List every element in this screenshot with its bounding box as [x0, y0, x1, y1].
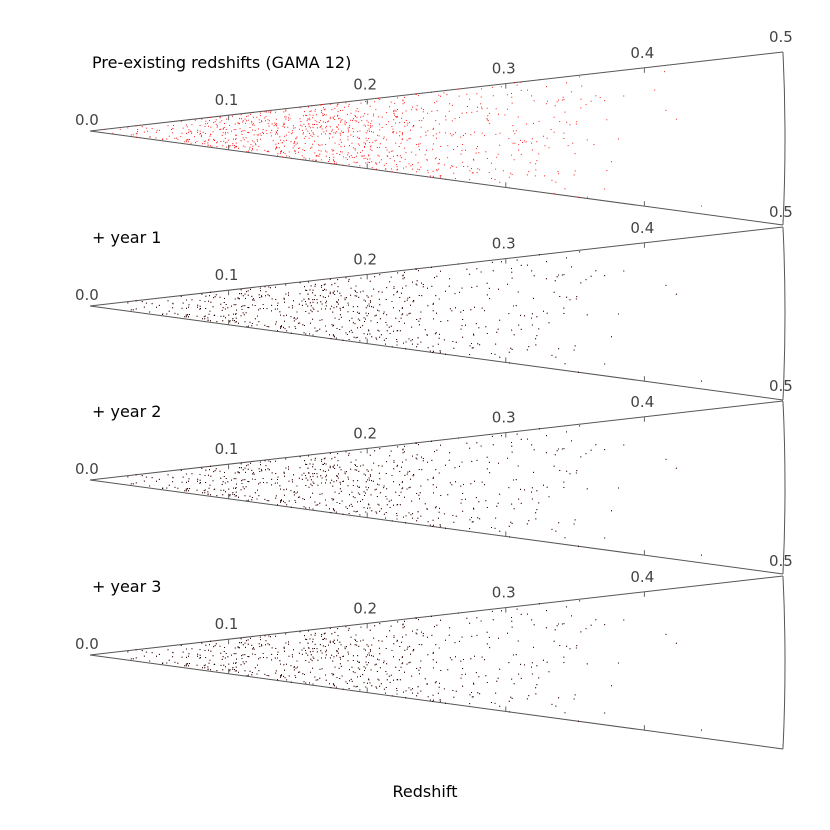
tick-label: 0.3: [492, 409, 516, 427]
tick-label: 0.2: [353, 250, 377, 268]
tick-label: 0.3: [492, 235, 516, 253]
tick-label: 0.1: [215, 266, 239, 284]
galaxy-series: [127, 251, 702, 382]
tick-label: 0.1: [215, 615, 239, 633]
panel-title: + year 3: [92, 577, 161, 596]
galaxy-series: [127, 600, 702, 731]
tick-label: 0.2: [353, 424, 377, 442]
galaxy-series: [127, 425, 702, 556]
tick-label: 0.5: [769, 28, 793, 46]
tick-label: 0.0: [75, 460, 99, 478]
tick-label: 0.5: [769, 377, 793, 395]
galaxy-series: [127, 251, 702, 382]
galaxy-points: [127, 251, 702, 382]
x-axis-label: Redshift: [393, 782, 458, 801]
tick-label: 0.2: [353, 599, 377, 617]
tick-label: 0.0: [75, 635, 99, 653]
tick-label: 0.4: [630, 219, 654, 237]
galaxy-series: [127, 425, 702, 556]
cone-end-arc: [782, 51, 786, 226]
cone-top-edge: [89, 575, 784, 656]
tick-label: 0.5: [769, 203, 793, 221]
panel-title: Pre-existing redshifts (GAMA 12): [92, 53, 351, 72]
cone-end-arc: [782, 400, 786, 575]
galaxy-series: [127, 600, 702, 731]
cone-panel: + year 2 0.0 0.1 0.2 0.3 0.4 0.5: [75, 377, 793, 575]
tick-label: 0.4: [630, 568, 654, 586]
tick-label: 0.2: [353, 75, 377, 93]
galaxy-series: [104, 71, 702, 207]
cone-panel: Pre-existing redshifts (GAMA 12) 0.0 0.1 0.…: [75, 28, 793, 226]
tick-label: 0.4: [630, 393, 654, 411]
cone-bottom-edge: [89, 130, 784, 226]
tick-label: 0.5: [769, 552, 793, 570]
galaxy-points: [127, 600, 702, 731]
cone-bottom-edge: [89, 654, 784, 750]
cone-end-arc: [782, 226, 786, 401]
tick-label: 0.1: [215, 440, 239, 458]
cone-top-edge: [89, 400, 784, 481]
tick-label: 0.0: [75, 111, 99, 129]
panel-title: + year 1: [92, 228, 161, 247]
panel-title: + year 2: [92, 402, 161, 421]
cone-panel: + year 3 0.0 0.1 0.2 0.3 0.4 0.5: [75, 552, 793, 750]
cone-panel: + year 1 0.0 0.1 0.2 0.3 0.4 0.5: [75, 203, 793, 401]
cone-bottom-edge: [89, 479, 784, 575]
galaxy-points: [104, 71, 702, 207]
cone-panels: Pre-existing redshifts (GAMA 12) 0.0 0.1 0.…: [75, 28, 793, 750]
galaxy-points: [127, 425, 702, 556]
tick-label: 0.4: [630, 44, 654, 62]
tick-label: 0.3: [492, 584, 516, 602]
tick-label: 0.1: [215, 91, 239, 109]
cone-end-arc: [782, 575, 786, 750]
tick-label: 0.0: [75, 286, 99, 304]
cone-top-edge: [89, 226, 784, 307]
cone-bottom-edge: [89, 305, 784, 401]
cone-top-edge: [89, 51, 784, 132]
tick-label: 0.3: [492, 60, 516, 78]
